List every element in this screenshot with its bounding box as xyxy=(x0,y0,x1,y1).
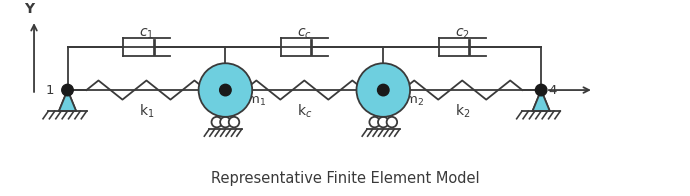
Circle shape xyxy=(212,117,222,127)
Circle shape xyxy=(357,63,410,117)
Circle shape xyxy=(62,84,73,96)
Circle shape xyxy=(221,85,230,95)
Circle shape xyxy=(378,117,388,127)
Circle shape xyxy=(369,117,380,127)
Text: 1: 1 xyxy=(46,83,55,97)
Text: m$_1$: m$_1$ xyxy=(246,95,266,108)
Text: 2: 2 xyxy=(204,83,213,97)
Polygon shape xyxy=(533,90,550,111)
Circle shape xyxy=(386,117,397,127)
Circle shape xyxy=(378,85,388,95)
Text: $c_1$: $c_1$ xyxy=(139,26,154,41)
Circle shape xyxy=(219,84,231,96)
Circle shape xyxy=(220,117,230,127)
Text: 4: 4 xyxy=(549,83,557,97)
Polygon shape xyxy=(59,90,76,111)
Text: $c_c$: $c_c$ xyxy=(297,26,312,41)
Circle shape xyxy=(377,84,389,96)
Circle shape xyxy=(229,117,239,127)
Text: $c_2$: $c_2$ xyxy=(455,26,470,41)
Text: Representative Finite Element Model: Representative Finite Element Model xyxy=(210,171,480,186)
Circle shape xyxy=(535,84,547,96)
Text: k$_1$: k$_1$ xyxy=(139,102,154,120)
Text: 3: 3 xyxy=(362,83,371,97)
Text: k$_2$: k$_2$ xyxy=(455,102,470,120)
Text: k$_c$: k$_c$ xyxy=(297,102,312,120)
Circle shape xyxy=(199,63,252,117)
Text: m$_2$: m$_2$ xyxy=(404,95,424,108)
Text: Y: Y xyxy=(24,2,34,16)
